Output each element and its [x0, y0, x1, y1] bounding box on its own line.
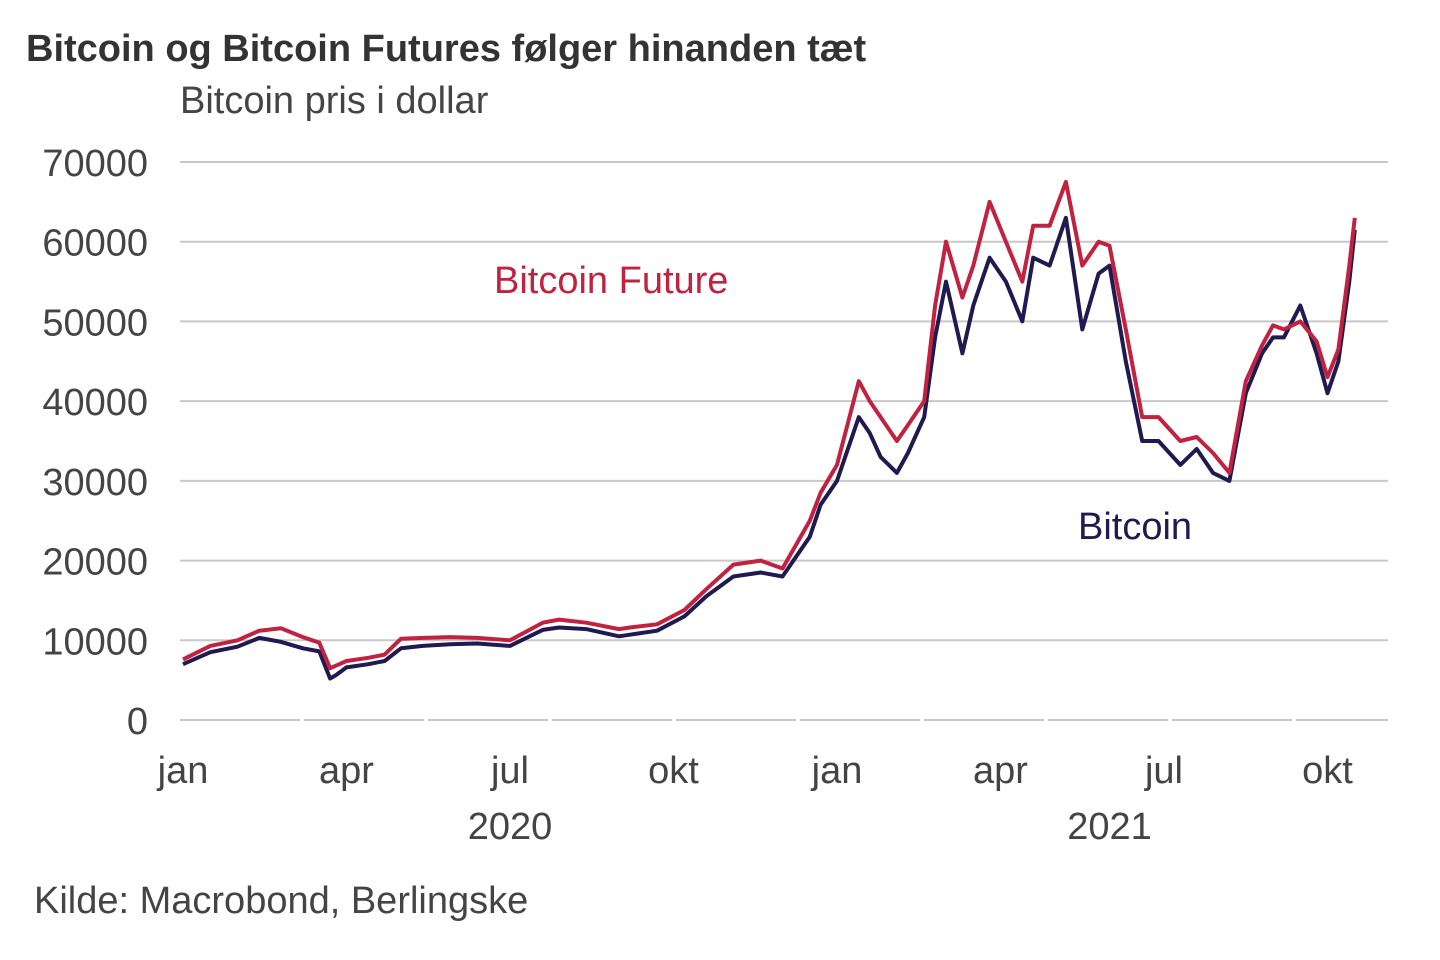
y-tick-label: 20000 [42, 542, 148, 584]
x-tick-label: apr [973, 750, 1028, 792]
y-axis-label: Bitcoin pris i dollar [180, 80, 489, 122]
annotation-bitcoin: Bitcoin [1078, 506, 1192, 548]
x-tick-label: jan [811, 750, 863, 792]
chart-title: Bitcoin og Bitcoin Futures følger hinand… [26, 28, 867, 70]
x-tick-label: okt [1302, 750, 1353, 792]
annotation-bitcoin-future: Bitcoin Future [494, 260, 728, 302]
source-note: Kilde: Macrobond, Berlingske [34, 880, 529, 922]
y-tick-label: 40000 [42, 382, 148, 424]
x-year-label: 2020 [468, 806, 553, 848]
y-tick-label: 60000 [42, 223, 148, 265]
gridlines [180, 161, 1388, 721]
x-tick-label: jul [490, 750, 529, 792]
x-tick-label: apr [319, 750, 374, 792]
x-tick-label: jul [1144, 750, 1183, 792]
y-tick-label: 70000 [42, 143, 148, 185]
y-tick-label: 10000 [42, 621, 148, 663]
x-tick-labels: jan apr jul okt jan apr jul okt 2020 2021 [157, 750, 1354, 848]
series-line-bitcoin-future [182, 179, 1357, 671]
x-tick-label: okt [648, 750, 699, 792]
y-tick-label: 0 [127, 701, 148, 743]
y-tick-label: 30000 [42, 462, 148, 504]
series-line-bitcoin [182, 215, 1357, 681]
series-lines [182, 179, 1357, 681]
x-tick-label: jan [157, 750, 209, 792]
y-tick-label: 50000 [42, 302, 148, 344]
y-tick-labels: 0 10000 20000 30000 40000 50000 60000 70000 [42, 143, 148, 743]
x-year-label: 2021 [1067, 806, 1152, 848]
